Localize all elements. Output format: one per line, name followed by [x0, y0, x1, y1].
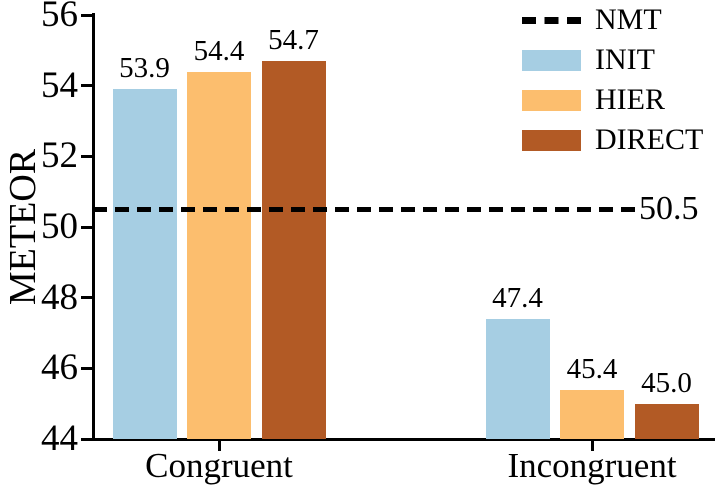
y-tick-mark	[81, 225, 92, 229]
y-tick-mark	[81, 366, 92, 370]
y-tick-mark	[81, 13, 92, 17]
bar-value-label: 45.0	[641, 366, 692, 399]
x-category-label-congruent: Congruent	[145, 446, 293, 485]
y-tick-mark	[81, 437, 92, 441]
legend-color-swatch	[522, 49, 581, 71]
y-tick-label: 50	[41, 206, 78, 247]
y-tick-label: 44	[41, 418, 78, 459]
y-tick-mark	[81, 296, 92, 300]
nmt-line-value-label: 50.5	[639, 190, 699, 228]
legend-item-init: INIT	[522, 40, 703, 80]
legend-item-nmt: NMT	[522, 0, 703, 40]
bar-value-label: 45.4	[566, 352, 618, 385]
legend-label-direct: DIRECT	[595, 123, 704, 156]
bar-direct-congruent	[261, 60, 326, 439]
x-axis-line	[92, 438, 715, 441]
y-tick-label: 54	[41, 64, 78, 106]
legend-color-swatch	[522, 129, 581, 151]
legend-label-init: INIT	[595, 43, 655, 76]
bar-value-label: 53.9	[119, 52, 170, 85]
bar-value-label: 54.7	[268, 23, 319, 56]
legend-color-swatch	[522, 89, 581, 111]
bar-value-label: 54.4	[193, 34, 245, 67]
nmt-dashed-line-swatch	[522, 16, 581, 24]
legend-label-hier: HIER	[595, 83, 665, 116]
y-axis-line	[92, 13, 95, 441]
bar-hier-incongruent	[560, 389, 624, 439]
legend-item-hier: HIER	[522, 80, 703, 120]
y-tick-mark	[81, 154, 92, 158]
x-category-label-incongruent: Incongruent	[507, 446, 677, 485]
nmt-reference-line	[93, 206, 637, 212]
y-tick-label: 46	[41, 347, 78, 389]
y-tick-label: 56	[41, 0, 78, 35]
x-tick-mark	[217, 441, 221, 451]
bar-init-congruent	[112, 89, 177, 439]
legend-item-direct: DIRECT	[522, 120, 703, 160]
bar-init-incongruent	[485, 318, 550, 439]
y-tick-label: 48	[41, 276, 78, 318]
legend: NMT INIT HIER DIRECT	[522, 0, 703, 160]
y-tick-label: 52	[41, 135, 78, 177]
legend-label-nmt: NMT	[595, 3, 662, 36]
y-tick-mark	[81, 84, 92, 88]
bar-hier-congruent	[187, 71, 251, 439]
x-tick-mark	[590, 441, 594, 451]
bar-direct-incongruent	[634, 403, 699, 439]
bar-value-label: 47.4	[492, 281, 543, 314]
